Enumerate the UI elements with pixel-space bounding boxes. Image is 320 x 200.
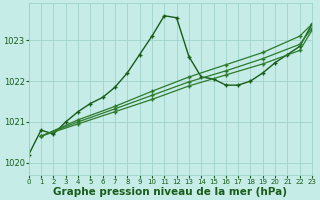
X-axis label: Graphe pression niveau de la mer (hPa): Graphe pression niveau de la mer (hPa) [53,187,287,197]
